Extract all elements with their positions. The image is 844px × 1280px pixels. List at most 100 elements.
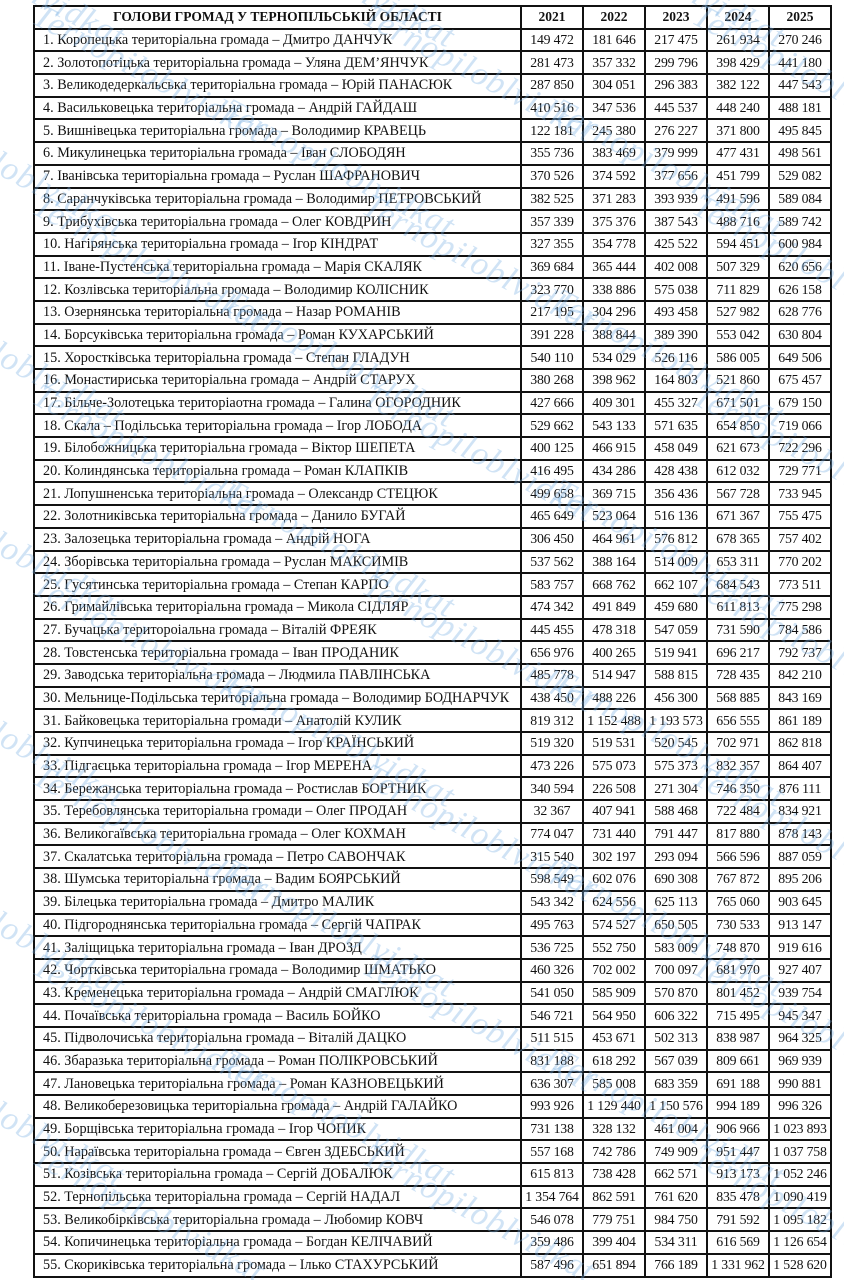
community-mayor-cell: 47. Лановецька територіальна громада – Р… xyxy=(33,1071,522,1096)
value-2023-cell: 445 537 xyxy=(644,95,708,121)
value-2025-cell: 1 090 419 xyxy=(768,1184,832,1210)
table-row: 13. Озернянська територіальна громада – … xyxy=(33,299,832,325)
value-2025-cell: 529 082 xyxy=(768,163,832,189)
value-2023-cell: 459 680 xyxy=(644,594,708,620)
value-2022-cell: 519 531 xyxy=(582,731,646,756)
value-2025-cell: 626 158 xyxy=(768,277,832,302)
community-mayor-cell: 31. Байковецька територіальна громади – … xyxy=(33,708,522,733)
value-2021-cell: 427 666 xyxy=(520,390,584,416)
value-2023-cell: 461 004 xyxy=(644,1116,708,1142)
value-2024-cell: 951 447 xyxy=(706,1139,770,1165)
value-2024-cell: 684 543 xyxy=(706,572,770,597)
value-2022-cell: 464 961 xyxy=(582,526,646,552)
value-2025-cell: 969 939 xyxy=(768,1048,832,1074)
value-2021-cell: 546 078 xyxy=(520,1207,584,1233)
value-2023-cell: 299 796 xyxy=(644,50,708,76)
community-mayor-cell: 41. Заліщицька територіальна громада – І… xyxy=(33,935,522,960)
table-row: 6. Микулинецька територіальна громада – … xyxy=(33,141,832,166)
value-2025-cell: 927 407 xyxy=(768,957,832,983)
value-2025-cell: 887 059 xyxy=(768,844,832,870)
value-2025-cell: 842 210 xyxy=(768,662,832,688)
value-2021-cell: 485 778 xyxy=(520,662,584,688)
value-2021-cell: 287 850 xyxy=(520,73,584,98)
value-2021-cell: 340 594 xyxy=(520,776,584,802)
table-row: 35. Теребовлянська територіальна громади… xyxy=(33,799,832,824)
table-row: 53. Великобірківська територіальна грома… xyxy=(33,1207,832,1233)
value-2023-cell: 526 116 xyxy=(644,345,708,370)
value-2023-cell: 700 097 xyxy=(644,957,708,983)
value-2021-cell: 391 228 xyxy=(520,322,584,348)
community-mayor-cell: 35. Теребовлянська територіальна громади… xyxy=(33,799,522,824)
table-row: 33. Підгаєцька територіальна громада – І… xyxy=(33,753,832,779)
table-row: 14. Борсуківська територіальна громада –… xyxy=(33,322,832,348)
table-row: 11. Іване-Пустенська територіальна грома… xyxy=(33,254,832,280)
value-2023-cell: 377 656 xyxy=(644,163,708,189)
value-2021-cell: 557 168 xyxy=(520,1139,584,1165)
value-2025-cell: 441 180 xyxy=(768,50,832,76)
value-2023-cell: 1 193 573 xyxy=(644,708,708,733)
table-row: 43. Кременецька територіальна громада – … xyxy=(33,980,832,1006)
table-row: 55. Скориківська територіальна громада –… xyxy=(33,1252,832,1278)
value-2024-cell: 746 350 xyxy=(706,776,770,802)
value-2024-cell: 809 661 xyxy=(706,1048,770,1074)
value-2023-cell: 296 383 xyxy=(644,73,708,98)
value-2021-cell: 327 355 xyxy=(520,231,584,257)
community-mayor-cell: 53. Великобірківська територіальна грома… xyxy=(33,1207,522,1233)
value-2024-cell: 448 240 xyxy=(706,95,770,121)
value-2022-cell: 491 849 xyxy=(582,594,646,620)
value-2021-cell: 474 342 xyxy=(520,594,584,620)
value-2022-cell: 779 751 xyxy=(582,1207,646,1233)
value-2024-cell: 553 042 xyxy=(706,322,770,348)
value-2022-cell: 523 064 xyxy=(582,504,646,529)
value-2024-cell: 835 478 xyxy=(706,1184,770,1210)
table-row: 24. Зборівська територіальна громада – Р… xyxy=(33,549,832,575)
value-2025-cell: 864 407 xyxy=(768,753,832,779)
table-row: 4. Васильковецька територіальна громада … xyxy=(33,95,832,121)
value-2023-cell: 690 308 xyxy=(644,867,708,892)
table-header-row: ГОЛОВИ ГРОМАД У ТЕРНОПІЛЬСЬКІЙ ОБЛАСТІ 2… xyxy=(33,5,832,30)
table-row: 23. Залозецька територіальна громада – А… xyxy=(33,526,832,552)
value-2024-cell: 671 367 xyxy=(706,504,770,529)
value-2025-cell: 498 561 xyxy=(768,141,832,166)
value-2025-cell: 628 776 xyxy=(768,299,832,325)
value-2025-cell: 913 147 xyxy=(768,912,832,938)
value-2025-cell: 447 543 xyxy=(768,73,832,98)
value-2021-cell: 541 050 xyxy=(520,980,584,1006)
community-mayor-cell: 42. Чортківська територіальна громада – … xyxy=(33,957,522,983)
value-2024-cell: 722 484 xyxy=(706,799,770,824)
value-2022-cell: 564 950 xyxy=(582,1003,646,1028)
community-mayor-cell: 3. Великодедеркальська територіальна гро… xyxy=(33,73,522,98)
value-2023-cell: 583 009 xyxy=(644,935,708,960)
value-2025-cell: 757 402 xyxy=(768,526,832,552)
value-2022-cell: 478 318 xyxy=(582,617,646,643)
table-row: 15. Хоростківська територіальна громада … xyxy=(33,345,832,370)
community-mayor-cell: 5. Вишнівецька територіальна громада – В… xyxy=(33,118,522,144)
value-2025-cell: 939 754 xyxy=(768,980,832,1006)
value-2021-cell: 731 138 xyxy=(520,1116,584,1142)
community-mayor-cell: 55. Скориківська територіальна громада –… xyxy=(33,1252,522,1278)
value-2023-cell: 428 438 xyxy=(644,458,708,484)
value-2025-cell: 675 457 xyxy=(768,368,832,393)
community-mayor-cell: 30. Мельнице-Подільська територіальна гр… xyxy=(33,685,522,711)
value-2025-cell: 630 804 xyxy=(768,322,832,348)
table-row: 46. Збаразька територіальна громада – Ро… xyxy=(33,1048,832,1074)
value-2024-cell: 838 987 xyxy=(706,1025,770,1051)
value-2025-cell: 600 984 xyxy=(768,231,832,257)
community-mayor-cell: 10. Нагірянська територіальна громада – … xyxy=(33,231,522,257)
value-2024-cell: 702 971 xyxy=(706,731,770,756)
community-mayor-cell: 12. Козлівська територіальна громада – В… xyxy=(33,277,522,302)
value-2022-cell: 354 778 xyxy=(582,231,646,257)
value-2024-cell: 477 431 xyxy=(706,141,770,166)
value-2022-cell: 575 073 xyxy=(582,753,646,779)
community-mayor-cell: 34. Бережанська територіальна громада – … xyxy=(33,776,522,802)
value-2024-cell: 656 555 xyxy=(706,708,770,733)
table-row: 52. Тернопільська територіальна громада … xyxy=(33,1184,832,1210)
value-2024-cell: 567 728 xyxy=(706,481,770,507)
table-row: 39. Білецька територіальна громада – Дми… xyxy=(33,889,832,915)
value-2022-cell: 618 292 xyxy=(582,1048,646,1074)
value-2024-cell: 594 451 xyxy=(706,231,770,257)
value-2022-cell: 552 750 xyxy=(582,935,646,960)
community-mayor-cell: 38. Шумська територіальна громада – Вади… xyxy=(33,867,522,892)
value-2025-cell: 488 181 xyxy=(768,95,832,121)
community-mayor-cell: 37. Скалатська територіальна громада – П… xyxy=(33,844,522,870)
